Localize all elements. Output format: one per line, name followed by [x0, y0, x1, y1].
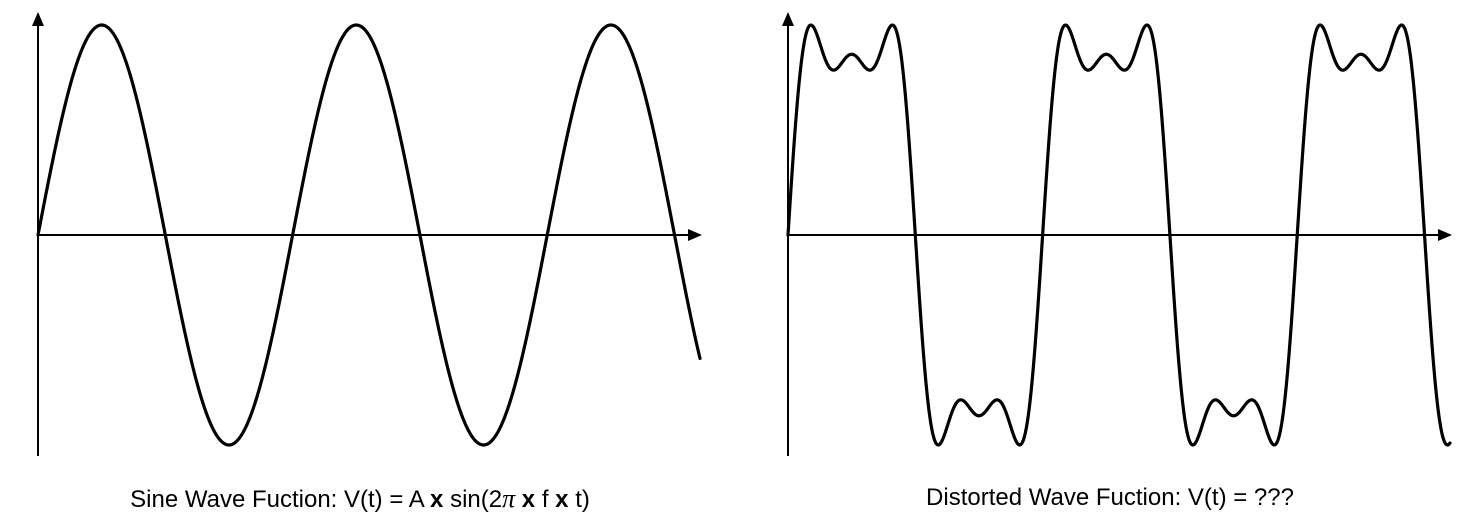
page: Sine Wave Fuction: V(t) = A x sin(2π x f… — [0, 0, 1483, 521]
x-axis-arrow-icon — [688, 229, 702, 241]
x-axis-arrow-icon — [1438, 229, 1452, 241]
sine-chart — [10, 0, 710, 470]
sine-caption-mid2 — [515, 486, 522, 513]
sine-caption-prefix: Sine Wave Fuction: V(t) = A — [130, 486, 430, 513]
distorted-chart — [760, 0, 1460, 470]
sine-caption-suffix: t) — [569, 486, 590, 513]
sine-caption-mid1: sin(2 — [443, 486, 502, 513]
distorted-caption: Distorted Wave Fuction: V(t) = ??? — [760, 484, 1460, 512]
y-axis-arrow-icon — [782, 12, 794, 26]
mult-symbol-3: x — [555, 486, 568, 513]
distorted-caption-text: Distorted Wave Fuction: V(t) = ??? — [926, 484, 1294, 511]
pi-symbol: π — [502, 484, 515, 513]
sine-caption: Sine Wave Fuction: V(t) = A x sin(2π x f… — [10, 484, 710, 514]
sine-caption-mid3: f — [535, 486, 555, 513]
sine-panel — [10, 0, 710, 475]
y-axis-arrow-icon — [32, 12, 44, 26]
mult-symbol-1: x — [430, 486, 443, 513]
mult-symbol-2: x — [522, 486, 535, 513]
distorted-panel — [760, 0, 1460, 475]
